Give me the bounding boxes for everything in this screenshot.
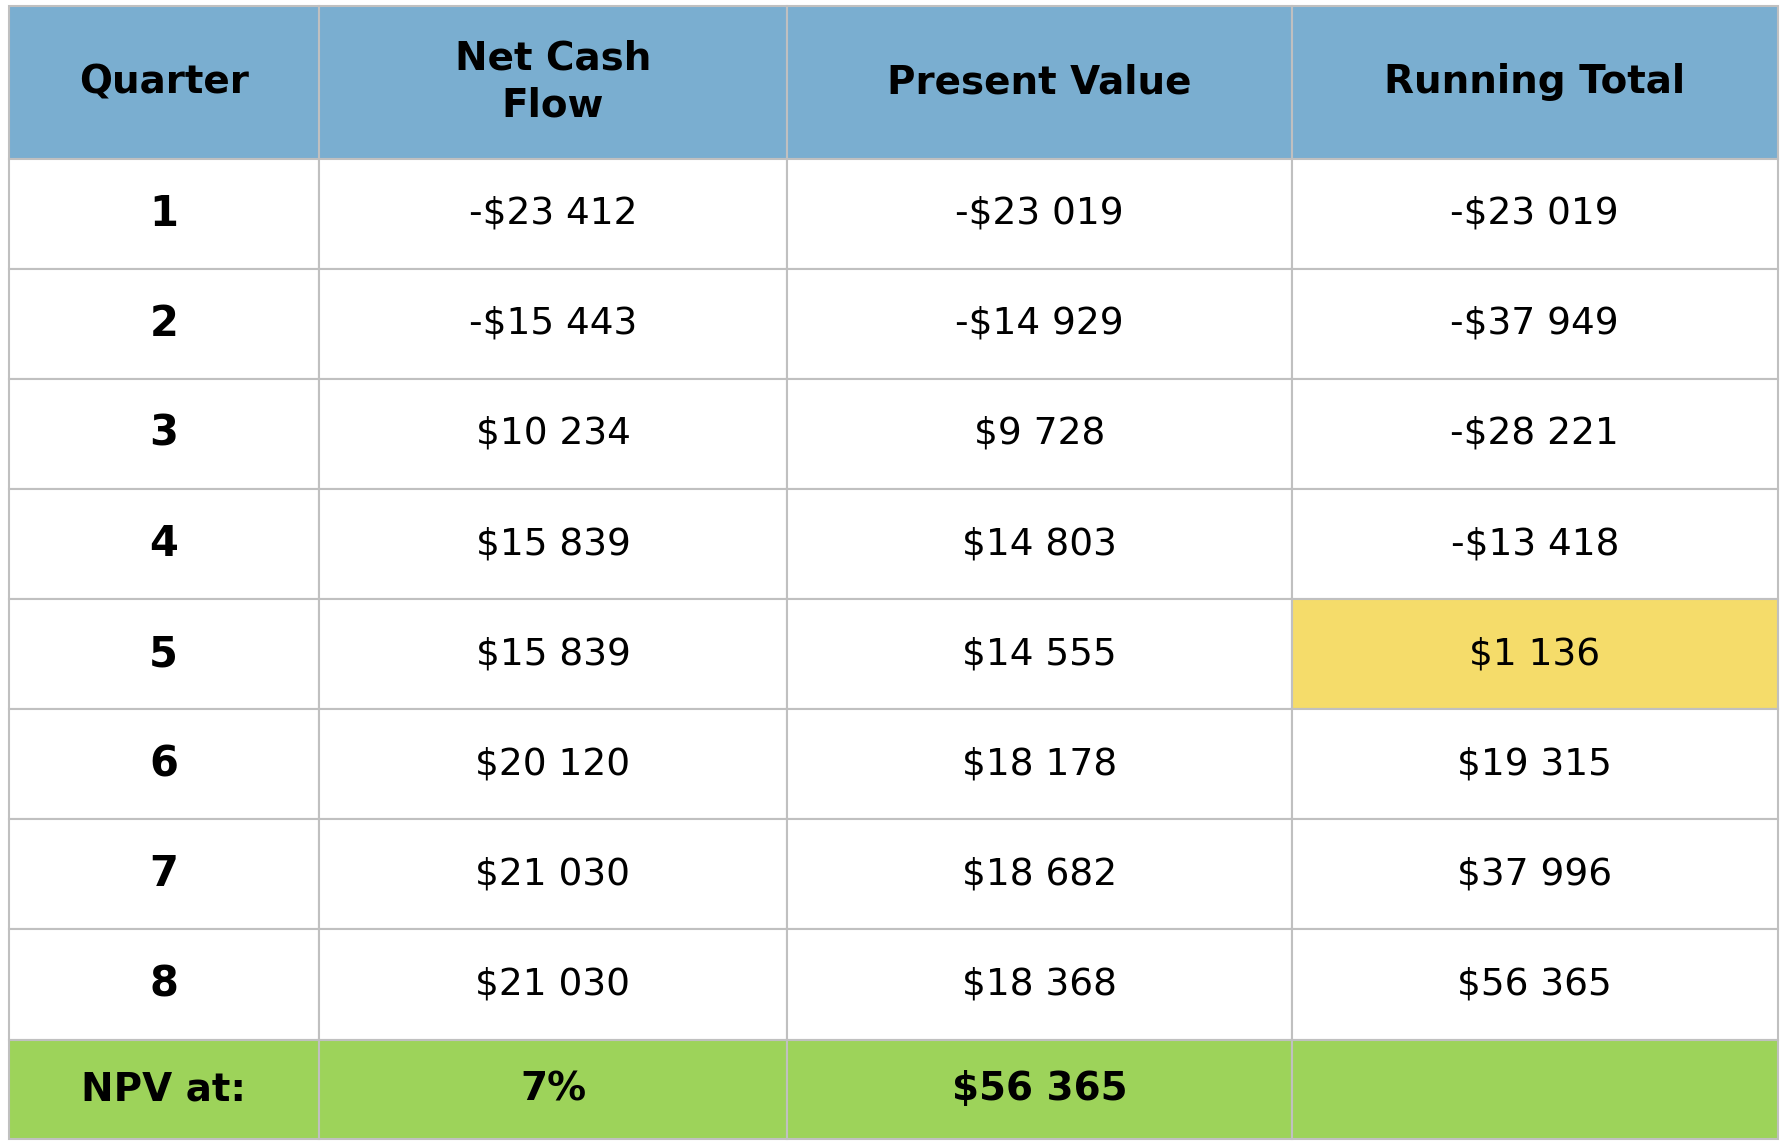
Bar	[788, 1040, 1292, 1139]
Text: Running Total: Running Total	[1385, 63, 1685, 101]
Bar	[318, 269, 788, 379]
Text: $21 030: $21 030	[475, 966, 631, 1003]
Bar	[1292, 6, 1778, 159]
Text: $56 365: $56 365	[1458, 966, 1612, 1003]
Text: $37 996: $37 996	[1456, 856, 1612, 892]
Text: -$28 221: -$28 221	[1451, 416, 1619, 452]
Text: $15 839: $15 839	[475, 526, 631, 562]
Bar	[1292, 379, 1778, 489]
Text: $14 803: $14 803	[961, 526, 1117, 562]
Bar	[1292, 269, 1778, 379]
Bar	[788, 489, 1292, 599]
Bar	[788, 709, 1292, 820]
Bar	[9, 709, 318, 820]
Bar	[1292, 1040, 1778, 1139]
Text: $20 120: $20 120	[475, 747, 631, 782]
Text: -$37 949: -$37 949	[1451, 306, 1619, 342]
Text: 3: 3	[150, 413, 179, 455]
Bar	[788, 379, 1292, 489]
Bar	[318, 709, 788, 820]
Bar	[9, 599, 318, 709]
Text: -$23 412: -$23 412	[468, 196, 638, 231]
Bar	[9, 930, 318, 1040]
Text: -$23 019: -$23 019	[954, 196, 1124, 231]
Text: Present Value: Present Value	[886, 63, 1192, 101]
Text: $18 368: $18 368	[961, 966, 1117, 1003]
Text: $18 178: $18 178	[961, 747, 1117, 782]
Bar	[318, 379, 788, 489]
Bar	[1292, 820, 1778, 930]
Text: 7: 7	[150, 853, 179, 895]
Bar	[318, 489, 788, 599]
Text: $1 136: $1 136	[1469, 637, 1601, 672]
Text: 4: 4	[150, 523, 179, 566]
Text: 7%: 7%	[520, 1071, 586, 1108]
Text: $19 315: $19 315	[1458, 747, 1612, 782]
Bar	[318, 820, 788, 930]
Text: Net Cash
Flow: Net Cash Flow	[454, 40, 650, 125]
Bar	[1292, 930, 1778, 1040]
Bar	[9, 6, 318, 159]
Text: 6: 6	[150, 743, 179, 785]
Bar	[318, 6, 788, 159]
Text: $21 030: $21 030	[475, 856, 631, 892]
Bar	[318, 1040, 788, 1139]
Bar	[1292, 159, 1778, 269]
Bar	[9, 159, 318, 269]
Bar	[788, 269, 1292, 379]
Text: -$15 443: -$15 443	[468, 306, 638, 342]
Text: -$14 929: -$14 929	[954, 306, 1124, 342]
Bar	[1292, 709, 1778, 820]
Bar	[9, 1040, 318, 1139]
Bar	[788, 599, 1292, 709]
Bar	[9, 269, 318, 379]
Text: $15 839: $15 839	[475, 637, 631, 672]
Text: $10 234: $10 234	[475, 416, 631, 452]
Bar	[1292, 599, 1778, 709]
Bar	[318, 599, 788, 709]
Text: $9 728: $9 728	[974, 416, 1104, 452]
Text: Quarter: Quarter	[79, 63, 248, 101]
Text: $18 682: $18 682	[961, 856, 1117, 892]
Bar	[788, 6, 1292, 159]
Text: NPV at:: NPV at:	[80, 1071, 247, 1108]
Bar	[1292, 489, 1778, 599]
Text: 8: 8	[150, 963, 179, 1005]
Text: 1: 1	[150, 192, 179, 235]
Text: 2: 2	[150, 303, 179, 345]
Text: -$13 418: -$13 418	[1451, 526, 1619, 562]
Bar	[318, 930, 788, 1040]
Bar	[788, 159, 1292, 269]
Text: $56 365: $56 365	[952, 1071, 1128, 1108]
Text: 5: 5	[150, 633, 179, 676]
Bar	[788, 820, 1292, 930]
Text: $14 555: $14 555	[961, 637, 1117, 672]
Bar	[9, 820, 318, 930]
Bar	[9, 489, 318, 599]
Bar	[318, 159, 788, 269]
Bar	[788, 930, 1292, 1040]
Bar	[9, 379, 318, 489]
Text: -$23 019: -$23 019	[1451, 196, 1619, 231]
